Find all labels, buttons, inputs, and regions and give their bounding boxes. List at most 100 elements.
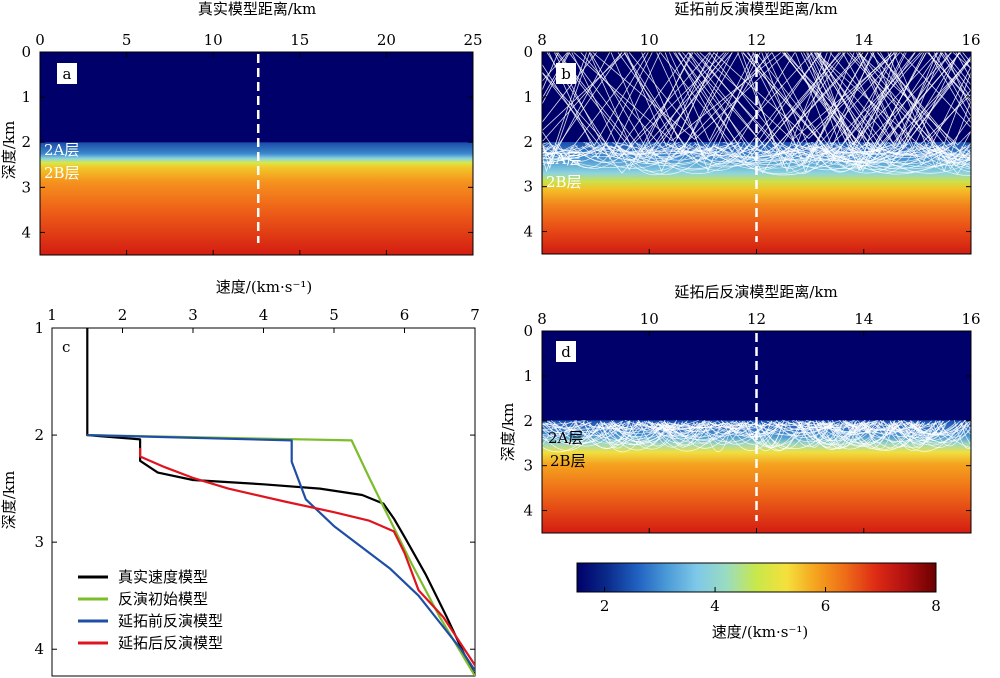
panel-b-ray [628, 52, 814, 160]
panel-d-ray [548, 420, 623, 447]
panel-d-ray [960, 422, 971, 435]
panel-c: 速度/(km·s⁻¹) 1 2 3 4 5 6 7 1 2 3 4 深度/km c 真实速度模型反… [0, 278, 480, 677]
a-y-tick-label: 4 [21, 223, 31, 241]
panel-d-ray [880, 420, 951, 434]
panel-b-ray [542, 52, 730, 174]
panel-b-ray [939, 52, 971, 99]
panel-b-ray [921, 146, 971, 156]
panel-b-ray [542, 146, 550, 156]
a-x-tick-label: 5 [122, 31, 132, 49]
panel-b-ray [727, 147, 797, 171]
panel-b-ray [862, 143, 971, 174]
panel-c-legend-label: 延拓后反演模型 [118, 634, 223, 652]
panel-b-ray [659, 52, 842, 163]
panel-c-x-tick-label: 5 [329, 306, 339, 324]
panel-a-frame [39, 51, 474, 256]
panel-b-ray [617, 146, 701, 159]
panel-d-ray [542, 422, 552, 425]
panel-d-ray [607, 423, 668, 437]
a-y-tick-label: 0 [21, 43, 31, 61]
panel-d-ray [816, 421, 870, 437]
panel-d-ray [596, 423, 649, 453]
panel-b-x-ticks: 8 10 12 14 16 [537, 31, 981, 254]
panel-b-ray [858, 52, 971, 166]
d-x-tick-label: 14 [854, 310, 873, 328]
panel-b-ray [783, 52, 962, 161]
panel-d-ray [812, 421, 862, 441]
panel-b-ray [542, 144, 558, 160]
panel-d-ray [759, 422, 800, 451]
panel-a-letter-box [57, 63, 77, 84]
panel-d-ray [910, 420, 968, 448]
panel-b-ray [751, 144, 830, 161]
panel-b-ray [678, 144, 815, 158]
panel-d-ray [755, 422, 834, 449]
panel-d-ray [712, 422, 758, 429]
panel-b-ray [805, 142, 889, 162]
panel-b-ray [941, 145, 971, 173]
panel-b-ray [610, 52, 719, 173]
panel-d-ray [896, 423, 942, 445]
panel-b-ray [933, 52, 971, 118]
panel-d-ray [544, 422, 610, 430]
panel-b-ray [937, 146, 971, 168]
panel-b-ray [604, 143, 696, 164]
panel-b-ray [830, 146, 950, 163]
panel-d-letter: d [561, 343, 571, 361]
panel-b-ray [794, 52, 874, 148]
panel-b-ray [907, 147, 971, 176]
panel-b-ray [668, 144, 764, 156]
panel-b-ray [737, 52, 833, 173]
panel-c-series-lines [86, 328, 475, 676]
panel-b-ray [708, 52, 901, 168]
panel-d-ray [845, 420, 871, 428]
panel-c-y-tick-label: 2 [34, 426, 44, 444]
panel-b-ray [827, 146, 895, 163]
colorbar: 2 4 6 8 速度/(km·s⁻¹) [576, 562, 941, 641]
panel-b-ray [839, 143, 909, 155]
panel-b-ray [700, 146, 839, 165]
panel-b-ray [694, 141, 746, 164]
panel-d-ray [892, 422, 920, 435]
panel-d-ray [542, 422, 598, 453]
a-x-tick-label: 15 [290, 31, 309, 49]
panel-d-layer-2a: 2A层 [548, 429, 583, 447]
panel-b-ray [656, 52, 761, 161]
panel-d-ray [542, 421, 556, 446]
panel-b-ray [549, 142, 609, 162]
panel-b-ray [939, 146, 971, 159]
panel-b-ray [668, 52, 755, 142]
panel-d-ray [972, 421, 1000, 451]
panel-d-ray [665, 422, 701, 435]
panel-d-ray [844, 420, 881, 446]
panel-d-ray [542, 420, 578, 443]
a-y-tick-label: 1 [21, 88, 31, 106]
panel-d-ray [704, 420, 778, 430]
panel-b-ray [542, 144, 592, 154]
panel-c-series-line-2 [87, 434, 475, 676]
panel-b-ray [953, 146, 971, 160]
panel-a-layer-2a: 2A层 [44, 141, 79, 159]
panel-b-ray [929, 141, 971, 164]
panel-b-ray [848, 141, 955, 154]
panel-c-legend-label: 延拓前反演模型 [118, 612, 223, 630]
panel-b-ray [542, 145, 578, 157]
panel-b-ray [821, 146, 913, 174]
panel-d-ray [554, 423, 592, 446]
panel-c-frame [51, 327, 476, 677]
panel-b-ray [542, 52, 571, 105]
panel-d-ray [880, 420, 919, 448]
panel-b-ray [542, 146, 605, 163]
d-x-tick-label: 10 [640, 310, 659, 328]
b-x-tick-label: 12 [747, 31, 766, 49]
panel-b-ray [944, 52, 971, 110]
panel-c-x-tick-label: 2 [118, 306, 128, 324]
panel-b-ray [783, 146, 902, 169]
colorbar-ticks: 2 4 6 8 [600, 587, 941, 615]
colorbar-tick-label: 4 [710, 597, 720, 615]
panel-a-y-label: 深度/km [0, 121, 18, 179]
panel-b-ray [609, 145, 686, 156]
panel-b-ray [591, 52, 788, 140]
panel-b-ray [851, 145, 919, 174]
panel-b-ray [819, 147, 915, 164]
